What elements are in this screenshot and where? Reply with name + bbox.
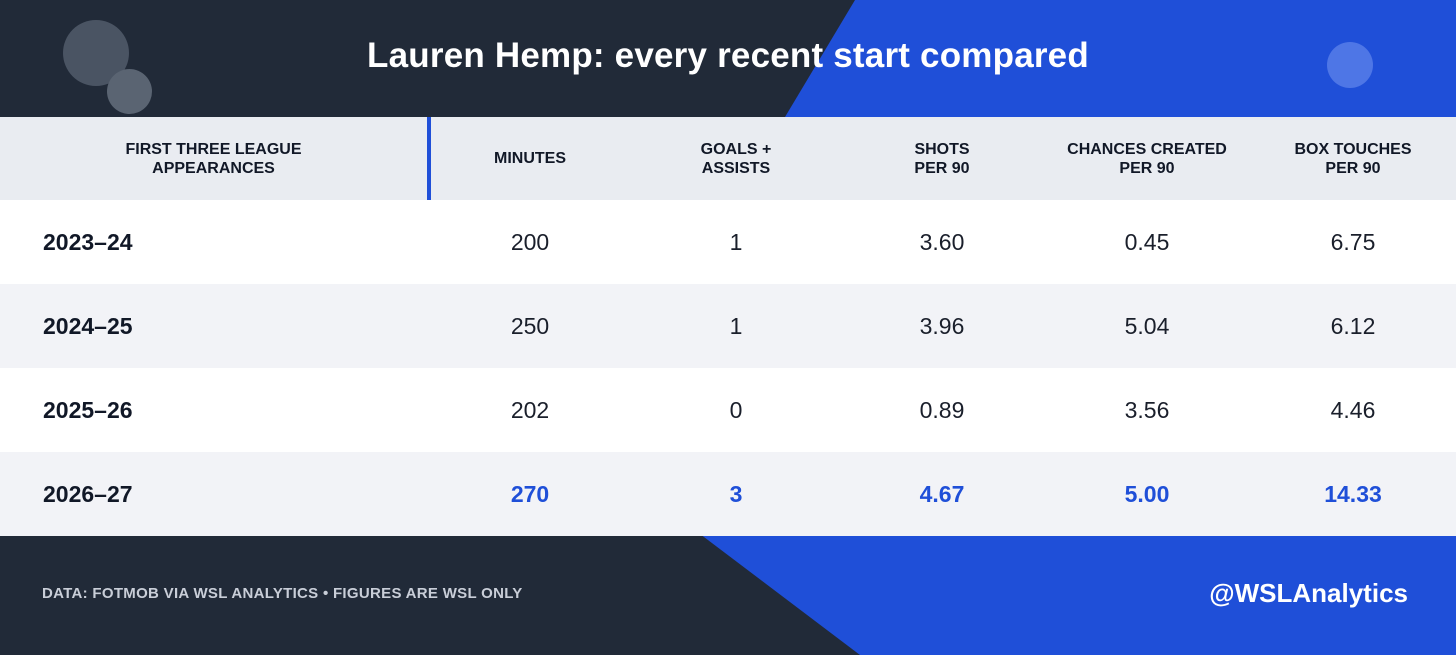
table-cell: 3.56	[1124, 396, 1170, 423]
table-cell: 270	[510, 480, 550, 507]
source-note: DATA: FOTMOB VIA WSL ANALYTICS • FIGURES…	[42, 585, 523, 602]
table-row: 2026–27 270 3 4.67 5.00 14.33	[0, 452, 1456, 536]
table-cell: 0.89	[919, 396, 965, 423]
column-header: FIRST THREE LEAGUE APPEARANCES	[125, 140, 302, 177]
table-cell: 6.12	[1330, 312, 1376, 339]
season-label: 2023–24	[43, 228, 133, 255]
table-cell: 3.96	[919, 312, 965, 339]
column-header: BOX TOUCHES PER 90	[1294, 140, 1412, 177]
decorative-circle	[1327, 42, 1373, 88]
table-cell: 6.75	[1330, 228, 1376, 255]
table-cell: 0.45	[1124, 228, 1170, 255]
table-cell: 1	[729, 312, 743, 339]
table-row: 2023–24 200 1 3.60 0.45 6.75	[0, 200, 1456, 284]
table-cell: 1	[729, 228, 743, 255]
column-header: CHANCES CREATED PER 90	[1067, 140, 1227, 177]
table-row: 2024–25 250 1 3.96 5.04 6.12	[0, 284, 1456, 368]
season-label: 2025–26	[43, 396, 133, 423]
table-cell: 5.00	[1124, 480, 1170, 507]
table-body: 2023–24 200 1 3.60 0.45 6.75 2024–25 250 1 3.96 5.…	[0, 200, 1456, 536]
stats-table: FIRST THREE LEAGUE APPEARANCES MINUTES GOA…	[0, 117, 1456, 536]
season-label: 2024–25	[43, 312, 133, 339]
table-cell: 250	[510, 312, 550, 339]
table-cell: 14.33	[1324, 480, 1382, 507]
table-cell: 200	[510, 228, 550, 255]
column-header: SHOTS PER 90	[914, 140, 970, 177]
chart-title: Lauren Hemp: every recent start compared	[367, 36, 1089, 75]
table-cell: 4.46	[1330, 396, 1376, 423]
table-cell: 3.60	[919, 228, 965, 255]
table-cell: 5.04	[1124, 312, 1170, 339]
table-cell: 202	[510, 396, 550, 423]
season-label: 2026–27	[43, 480, 133, 507]
column-header: GOALS + ASSISTS	[700, 140, 772, 177]
table-cell: 4.67	[919, 480, 965, 507]
table-row: 2025–26 202 0 0.89 3.56 4.46	[0, 368, 1456, 452]
decorative-circle	[107, 69, 152, 114]
table-header: FIRST THREE LEAGUE APPEARANCES MINUTES GOA…	[0, 117, 1456, 200]
social-handle: @WSLAnalytics	[1209, 578, 1408, 608]
table-cell: 3	[729, 480, 743, 507]
table-cell: 0	[729, 396, 743, 423]
column-header: MINUTES	[494, 150, 566, 167]
header-divider	[427, 117, 431, 200]
